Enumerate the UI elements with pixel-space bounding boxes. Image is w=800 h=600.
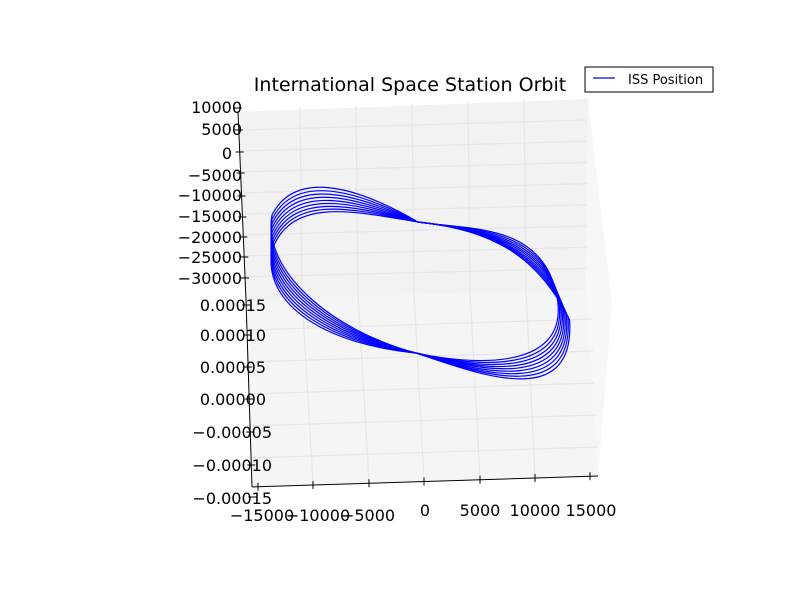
legend: ISS Position <box>584 66 714 93</box>
grid-line-x-back <box>299 107 303 297</box>
y-tick-label: 0.00005 <box>200 358 266 377</box>
z-axis-line <box>237 111 247 301</box>
x-tick-label: 10000 <box>510 501 561 520</box>
z-tick-label: −30000 <box>178 269 242 288</box>
z-tick-label: 0 <box>222 144 232 163</box>
y-tick-label: 0.00015 <box>200 296 266 315</box>
z-tick-label: −10000 <box>178 186 242 205</box>
grid-line-x-back <box>355 105 359 295</box>
grid-line-y-floor <box>247 414 597 427</box>
grid-line-z <box>239 119 588 131</box>
grid-line-x-back <box>411 103 415 294</box>
grid-line-x-back <box>467 101 471 292</box>
z-tick-label: −20000 <box>178 228 242 247</box>
grid-line-y-floor <box>247 382 595 395</box>
z-tick-label: 5000 <box>201 120 242 139</box>
z-tick-label: −15000 <box>178 207 242 226</box>
y-tick-label: −0.00015 <box>192 489 272 508</box>
x-tick-label: −10000 <box>286 506 350 525</box>
axis-frame <box>237 111 599 488</box>
y-tick-label: −0.00010 <box>192 456 272 475</box>
x-tick-label: 15000 <box>566 501 617 520</box>
grid-line-z <box>239 140 588 152</box>
x-tick-label: 0 <box>420 501 430 520</box>
y-tick-label: −0.00005 <box>192 423 272 442</box>
grid-line-y-floor <box>247 446 598 459</box>
axes-side-pane <box>586 99 612 476</box>
axis-ticks <box>233 107 591 498</box>
legend-box <box>584 66 714 93</box>
orbit-line <box>270 211 571 380</box>
z-tick-label: −5000 <box>188 166 242 185</box>
grid-line-z <box>239 161 588 173</box>
y-axis-line <box>245 299 253 488</box>
y-tick-label: 0.00010 <box>200 326 266 345</box>
grid-line-y-floor <box>247 318 592 331</box>
x-axis-line <box>251 475 599 488</box>
z-tick-label: 10000 <box>191 98 242 117</box>
chart-title: International Space Station Orbit <box>254 74 566 96</box>
grid-line-x-floor <box>301 296 314 484</box>
y-tick-label: 0.00000 <box>200 390 266 409</box>
orbit-series <box>270 186 571 380</box>
x-tick-label: −15000 <box>230 506 294 525</box>
z-tick-label: −25000 <box>178 248 242 267</box>
z-tick-labels: −30000 −25000−20000 −15000 −10000−5000 0 5000… <box>178 98 242 288</box>
x-tick-labels: −15000−10000−5000 0 5000 10000 15000 <box>230 501 617 525</box>
x-tick-label: 5000 <box>460 501 501 520</box>
y-tick-labels: −0.00015 −0.00010 −0.00005 0.00000 0.00005 0.… <box>192 296 272 508</box>
legend-label: ISS Position <box>628 73 703 88</box>
x-tick-label: −5000 <box>341 506 395 525</box>
